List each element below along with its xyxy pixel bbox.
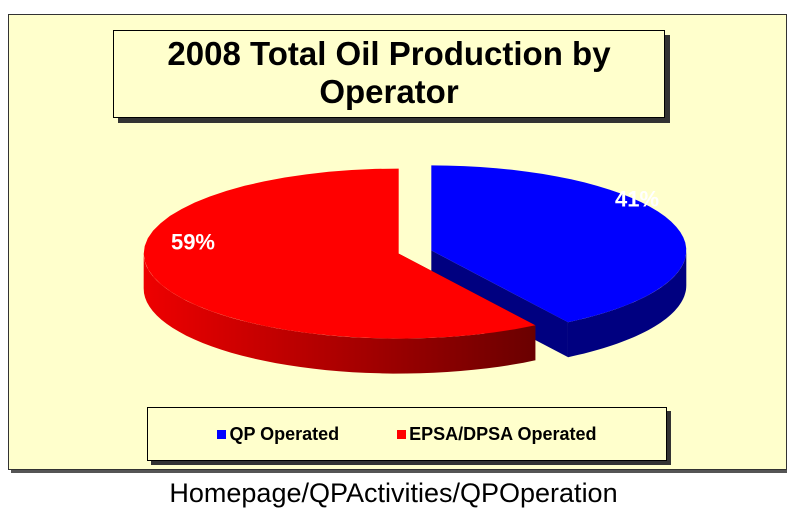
- legend-entry: QP Operated: [217, 424, 339, 445]
- data-label: 41%: [615, 186, 659, 211]
- slice-side: [567, 250, 687, 358]
- legend-swatch: [397, 429, 407, 439]
- slice-side: [143, 253, 536, 374]
- pie-slice: [143, 168, 536, 339]
- chart-title: 2008 Total Oil Production by Operator: [113, 30, 665, 118]
- legend-label: QP Operated: [229, 423, 340, 444]
- pie-slice: [431, 165, 687, 323]
- data-label: 59%: [171, 229, 215, 254]
- legend-entry: EPSA/DPSA Operated: [397, 423, 597, 445]
- legend-label: EPSA/DPSA Operated: [409, 423, 597, 444]
- legend-swatch: [217, 429, 227, 439]
- caption: Homepage/QPActivities/QPOperation: [169, 478, 618, 508]
- legend: QP Operated EPSA/DPSA Operated: [147, 407, 667, 461]
